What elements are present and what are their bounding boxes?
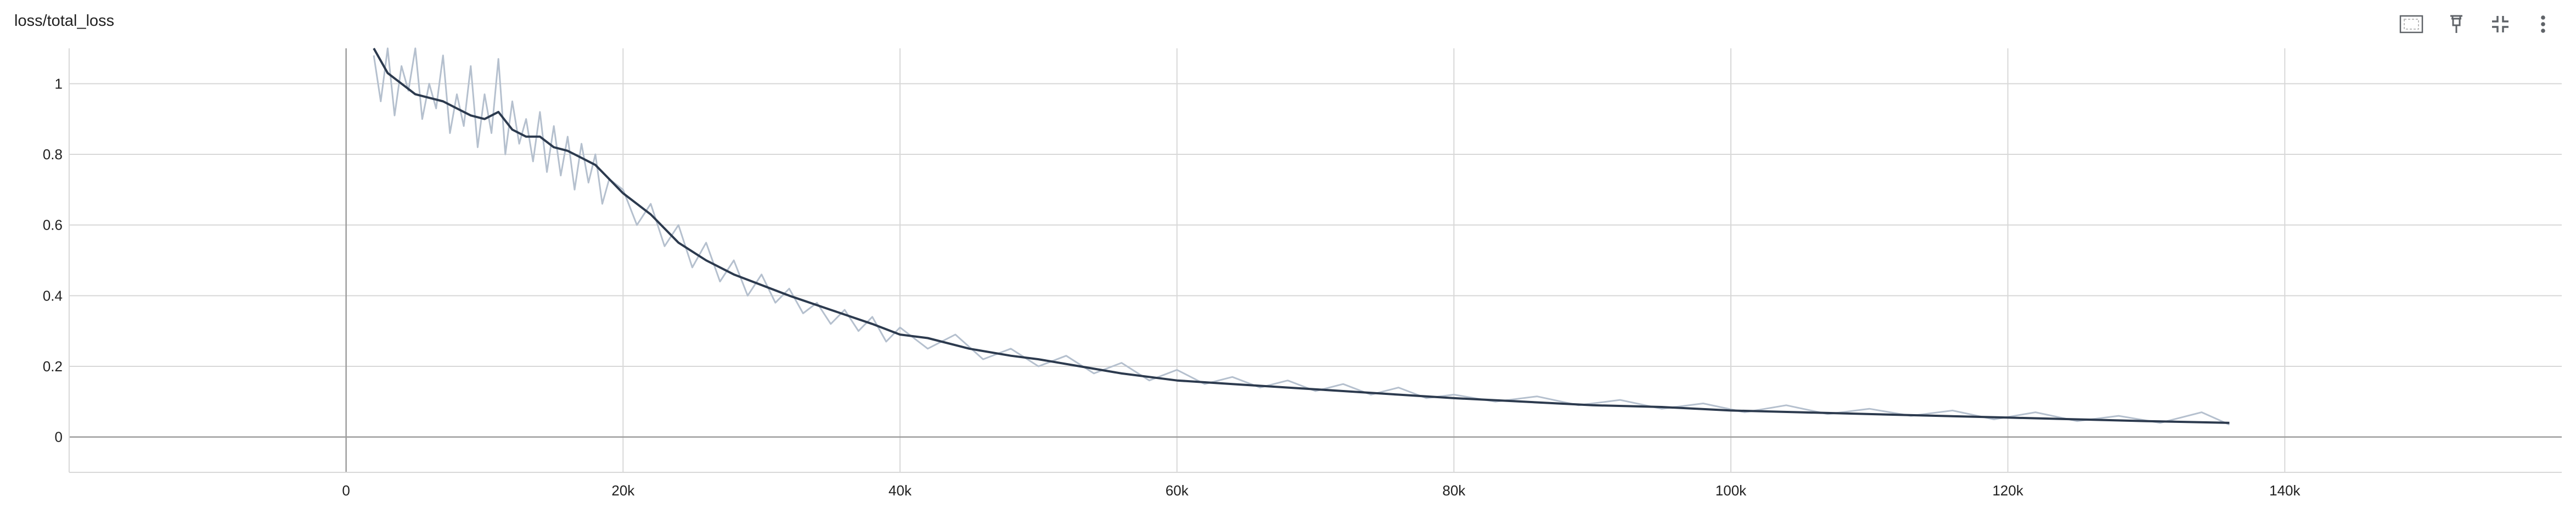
x-tick-label: 20k [611, 482, 635, 499]
chart-title: loss/total_loss [14, 12, 115, 30]
smoothed-series-line [373, 48, 2230, 424]
collapse-button[interactable] [2484, 8, 2517, 41]
fit-domain-button[interactable] [2395, 8, 2428, 41]
smoothed-series [373, 48, 2230, 424]
more-menu-button[interactable] [2527, 8, 2560, 41]
y-tick-label: 0.8 [43, 146, 63, 163]
x-tick-label: 0 [342, 482, 350, 499]
y-tick-label: 0.6 [43, 217, 63, 233]
axes [69, 48, 2562, 473]
y-tick-label: 0 [55, 429, 63, 445]
y-tick-label: 0.4 [43, 287, 63, 304]
x-tick-label: 140k [2269, 482, 2301, 499]
pin-button[interactable] [2440, 8, 2473, 41]
pin-icon [2448, 14, 2465, 34]
x-tick-label: 100k [1716, 482, 1747, 499]
x-tick-label: 120k [1992, 482, 2023, 499]
grid-lines [69, 48, 2562, 472]
y-tick-label: 1 [55, 75, 63, 92]
x-tick-label: 80k [1442, 482, 1466, 499]
x-tick-label: 40k [888, 482, 912, 499]
tick-labels: 0 20k 40k 60k 80k 100k 120k 140k 0 0.2 0.4 0.6 0.8 1 [43, 75, 2301, 499]
chart-toolbar [2395, 8, 2576, 41]
y-tick-label: 0.2 [43, 358, 63, 375]
more-vert-icon [2540, 15, 2546, 34]
fit-domain-icon [2399, 15, 2423, 34]
raw-series [373, 47, 2230, 426]
collapse-icon [2491, 15, 2510, 34]
raw-series-line [373, 47, 2230, 426]
x-tick-label: 60k [1166, 482, 1189, 499]
